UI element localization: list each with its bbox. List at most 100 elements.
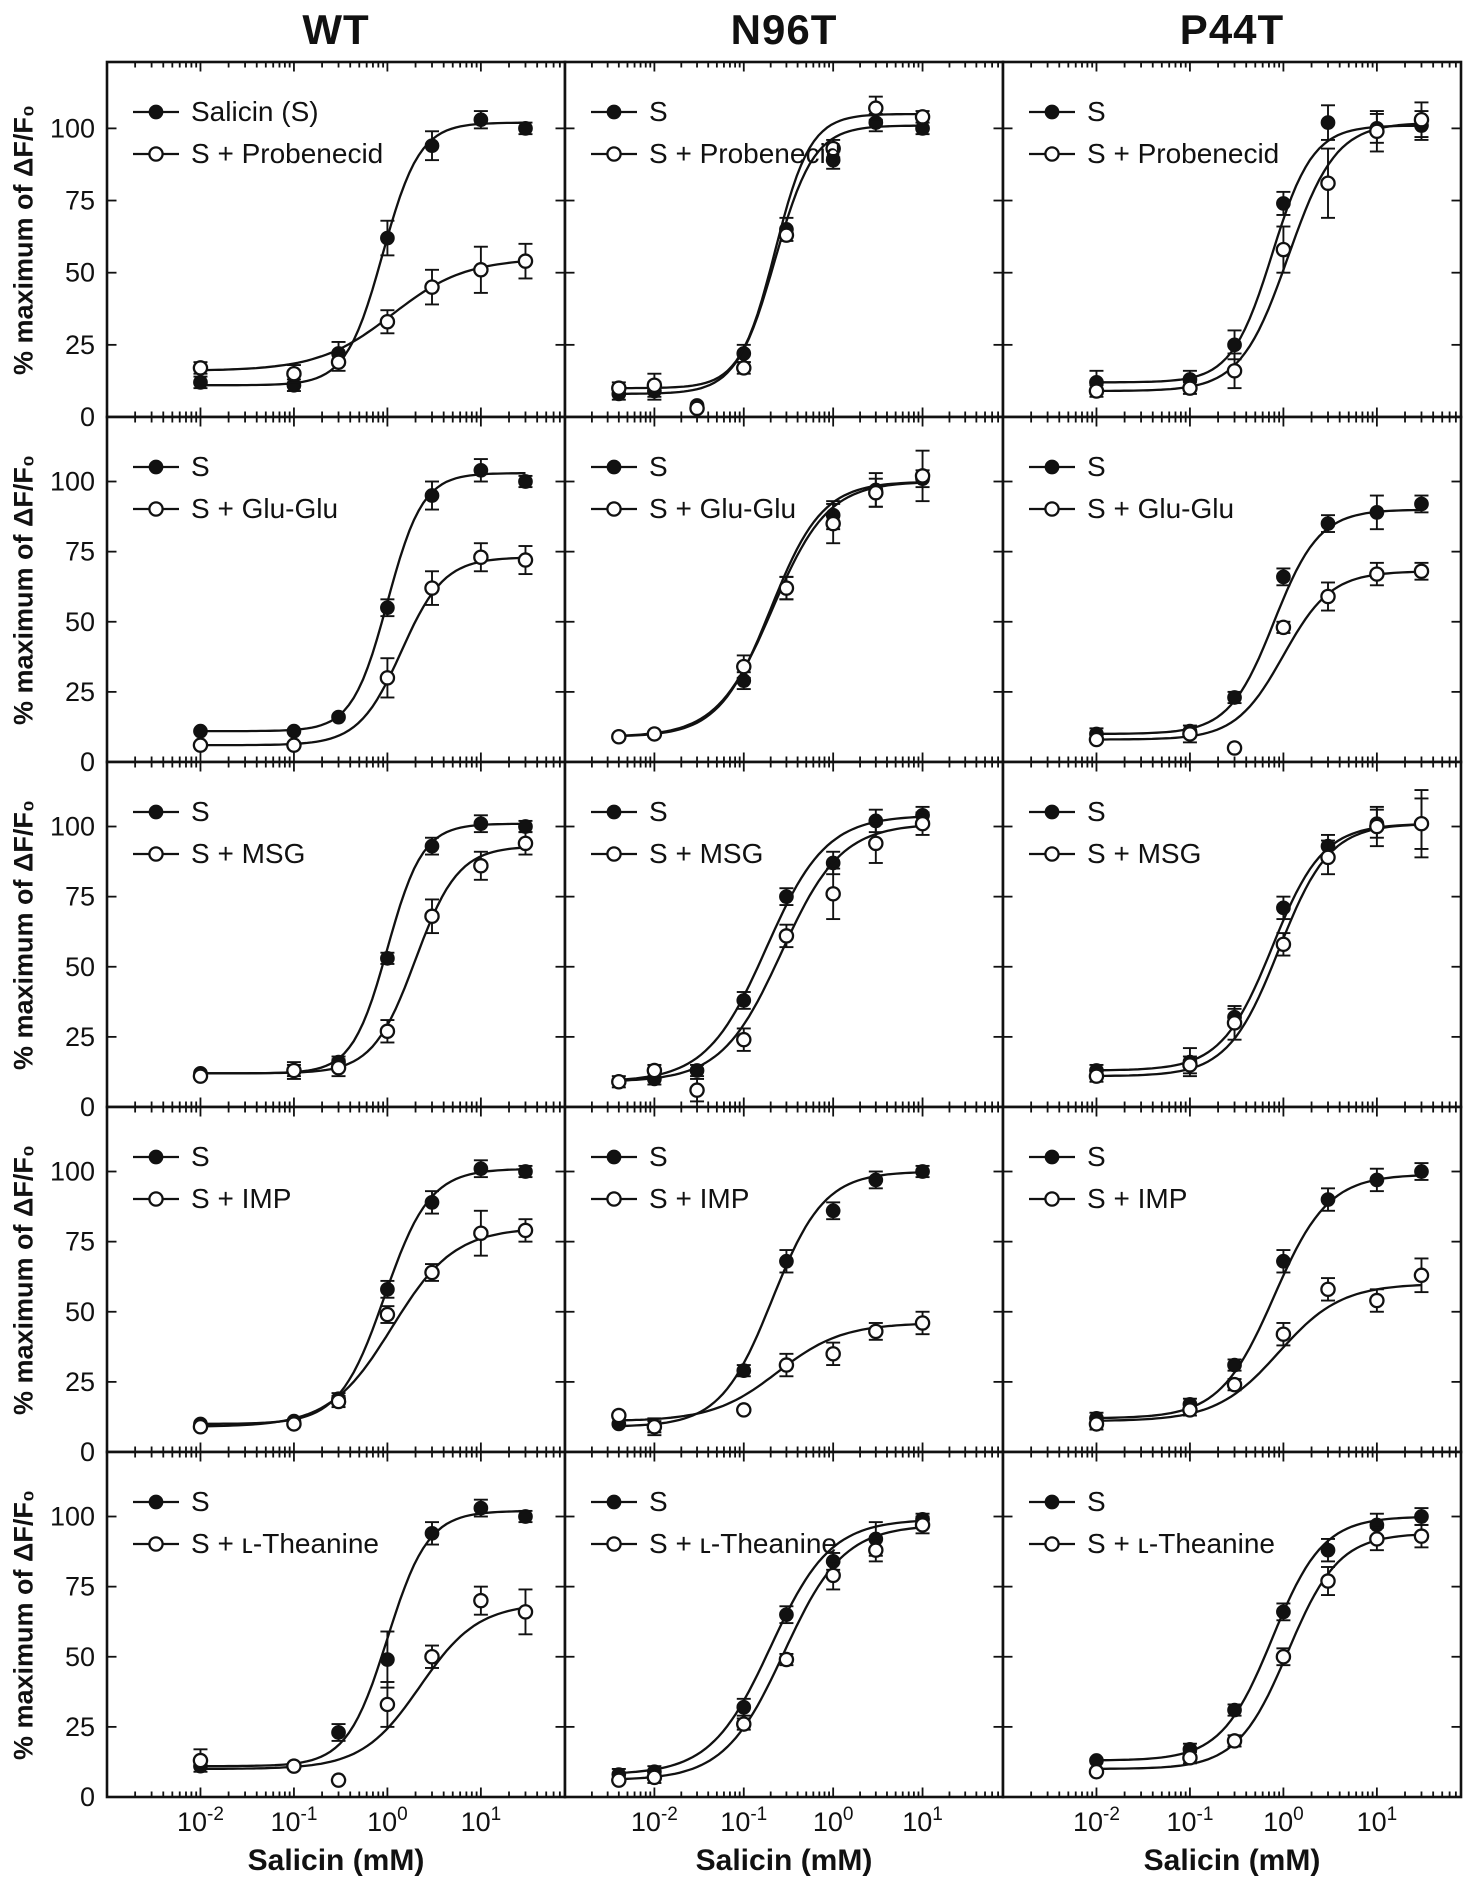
svg-text:75: 75 — [65, 1572, 95, 1602]
panel-legend: S S + ʟ-Theanine — [591, 1486, 837, 1559]
column-title-n96t: N96T — [730, 6, 838, 53]
series-salicin-plus-modulator — [1088, 1257, 1430, 1432]
svg-text:100: 100 — [50, 1157, 95, 1187]
filled-marker — [424, 138, 440, 154]
svg-text:10-1: 10-1 — [270, 1804, 317, 1837]
open-marker — [192, 1419, 209, 1435]
panel-legend: S S + ʟ-Theanine — [133, 1486, 379, 1559]
svg-text:100: 100 — [813, 1804, 854, 1837]
open-marker — [192, 360, 209, 376]
y-tick-labels: 0 25 50 75 100 — [50, 1502, 95, 1812]
y-tick-labels: 0 25 50 75 100 — [50, 467, 95, 777]
legend-label: S + IMP — [649, 1183, 749, 1214]
svg-text:75: 75 — [65, 186, 95, 216]
filled-marker — [1276, 1604, 1291, 1620]
series-salicin — [1089, 494, 1429, 742]
filled-marker — [1227, 337, 1242, 353]
open-marker — [424, 279, 440, 295]
open-marker — [778, 928, 795, 944]
legend-label: S + ʟ-Theanine — [649, 1528, 837, 1559]
filled-marker — [1320, 115, 1336, 130]
open-marker — [611, 1407, 627, 1424]
open-marker — [914, 109, 931, 125]
tick-marks — [106, 1452, 565, 1797]
open-marker — [424, 1264, 440, 1281]
panel-p44t-theanine: 10-2 10-1 100 101 S S + ʟ-Theanine — [1001, 1450, 1463, 1837]
open-marker — [646, 1419, 663, 1435]
open-marker — [868, 100, 884, 116]
series-salicin-plus-modulator — [1088, 1523, 1430, 1780]
open-marker — [473, 262, 489, 278]
svg-text:100: 100 — [367, 1804, 408, 1837]
legend-label: S — [649, 451, 668, 482]
series-salicin-plus-modulator — [192, 831, 534, 1084]
open-marker — [192, 1752, 209, 1769]
open-marker — [825, 140, 841, 157]
open-marker — [778, 1651, 795, 1668]
open-marker — [1088, 1416, 1105, 1432]
open-marker — [192, 737, 209, 753]
open-marker — [517, 835, 534, 852]
legend-label: S — [649, 1141, 668, 1172]
filled-marker — [1276, 900, 1291, 916]
svg-text:10-2: 10-2 — [177, 1804, 224, 1837]
panel-n96t-theanine: 10-2 10-1 100 101 S S + ʟ-Theanine — [563, 1450, 1005, 1837]
svg-text:0: 0 — [80, 402, 95, 432]
open-marker — [379, 1696, 396, 1713]
open-marker — [517, 1604, 534, 1620]
open-marker — [646, 726, 663, 742]
filled-marker — [424, 1525, 440, 1541]
filled-marker — [779, 1253, 794, 1269]
panel-n96t-glu-glu: S S + Glu-Glu — [563, 415, 1005, 764]
open-marker — [778, 227, 795, 243]
open-marker — [611, 1074, 627, 1090]
open-marker — [1320, 175, 1336, 191]
filled-marker — [473, 462, 489, 478]
svg-text:100: 100 — [50, 1502, 95, 1532]
filled-marker — [779, 889, 794, 904]
open-marker — [736, 658, 752, 675]
open-marker — [473, 1592, 489, 1609]
svg-text:25: 25 — [65, 1022, 95, 1052]
open-marker — [1413, 815, 1430, 832]
open-marker — [825, 1346, 841, 1362]
open-marker — [1413, 111, 1430, 128]
svg-text:100: 100 — [50, 467, 95, 497]
open-marker — [424, 580, 440, 596]
filled-marker — [380, 1281, 395, 1297]
panel-legend: S S + MSG — [591, 796, 763, 869]
tick-marks — [564, 1452, 1003, 1797]
panel-wt-msg: 0 25 50 75 100 S S + MSG — [50, 760, 567, 1122]
open-marker — [1226, 1376, 1243, 1393]
panel-wt-glu-glu: 0 25 50 75 100 S S + Glu-Glu — [50, 415, 567, 777]
svg-text:25: 25 — [65, 1712, 95, 1742]
legend-label: Salicin (S) — [191, 96, 319, 127]
open-marker — [1413, 563, 1430, 580]
column-title-wt: WT — [302, 6, 370, 53]
panel-legend: S S + Glu-Glu — [591, 451, 796, 524]
open-marker — [1088, 1068, 1105, 1084]
panel-wt-theanine: 0 25 50 75 100 10-2 10-1 100 101 S S + ʟ-Theanine — [50, 1450, 567, 1837]
open-marker — [736, 360, 752, 376]
panel-p44t-glu-glu: S S + Glu-Glu — [1001, 415, 1463, 764]
open-marker — [1369, 1531, 1385, 1547]
open-marker — [611, 1772, 627, 1788]
svg-text:75: 75 — [65, 537, 95, 567]
open-marker — [1182, 726, 1198, 742]
open-marker — [868, 484, 884, 501]
x-tick-labels: 10-2 10-1 100 101 — [1073, 1804, 1397, 1837]
svg-text:50: 50 — [65, 258, 95, 288]
filled-marker — [518, 819, 533, 834]
panel-legend: S S + Glu-Glu — [133, 451, 338, 524]
filled-marker — [1276, 569, 1291, 585]
filled-marker — [1414, 1509, 1429, 1524]
legend-label: S + Probenecid — [191, 138, 383, 169]
open-marker — [1226, 1015, 1243, 1031]
open-marker — [379, 314, 396, 330]
open-marker — [689, 400, 705, 417]
filled-marker — [779, 1607, 794, 1623]
svg-text:75: 75 — [65, 1227, 95, 1257]
open-marker — [1275, 241, 1292, 258]
